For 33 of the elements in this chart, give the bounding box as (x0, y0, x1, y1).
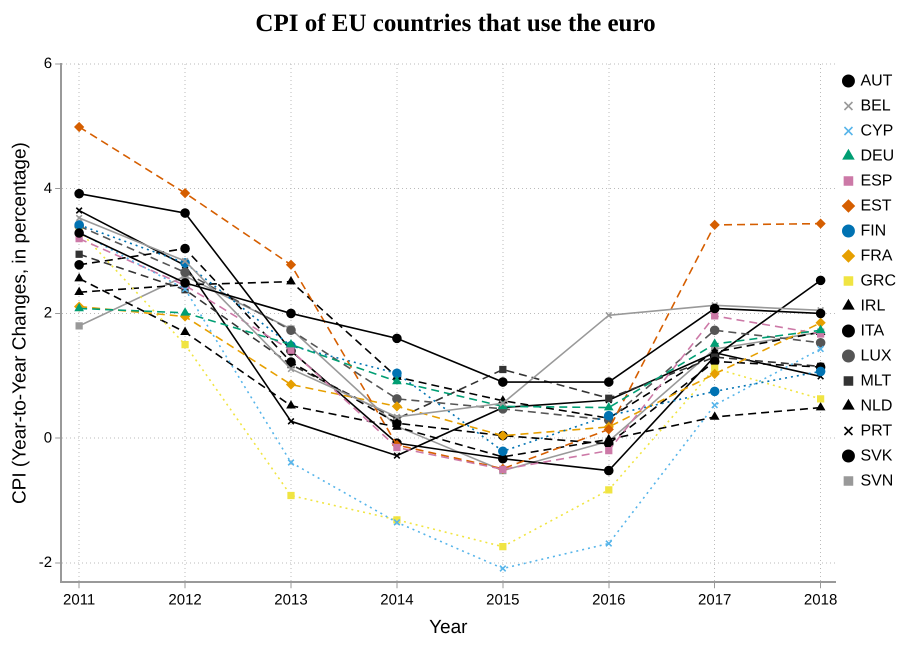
y-tick-label: 2 (44, 304, 52, 322)
legend-label: IRL (860, 297, 886, 314)
y-tick-label: 4 (44, 180, 52, 197)
y-tick-label: 6 (44, 55, 52, 72)
legend-label: GRC (860, 272, 896, 290)
legend-label: AUT (860, 72, 893, 90)
legend-label: BEL (860, 97, 891, 114)
y-tick-label: -2 (38, 554, 52, 572)
chart-title: CPI of EU countries that use the euro (254, 10, 657, 39)
x-tick-label: 2018 (804, 591, 838, 608)
legend-label: CYP (860, 122, 894, 140)
legend-label: MLT (860, 372, 892, 390)
legend-label: SVN (860, 472, 894, 490)
legend-label: NLD (860, 397, 892, 414)
legend-label: FRA (860, 247, 893, 264)
legend-label: LUX (860, 347, 892, 364)
x-tick-label: 2015 (486, 591, 520, 608)
y-axis-title: CPI (Year-to-Year Changes, in percentage) (10, 142, 31, 504)
x-tick-label: 2016 (592, 591, 626, 608)
x-tick-label: 2013 (274, 591, 308, 608)
legend-label: ITA (860, 322, 884, 340)
x-tick-label: 2017 (698, 591, 732, 608)
x-tick-label: 2011 (63, 591, 96, 608)
legend-label: SVK (860, 447, 893, 464)
legend-label: DEU (860, 147, 894, 164)
y-tick-label: 0 (44, 429, 52, 446)
x-axis-title: Year (429, 616, 468, 638)
legend-label: FIN (860, 222, 886, 240)
legend-label: ESP (860, 172, 892, 190)
x-tick-label: 2012 (168, 591, 202, 608)
legend-label: PRT (860, 422, 892, 440)
x-tick-label: 2014 (380, 591, 414, 608)
legend-label: EST (860, 197, 892, 214)
